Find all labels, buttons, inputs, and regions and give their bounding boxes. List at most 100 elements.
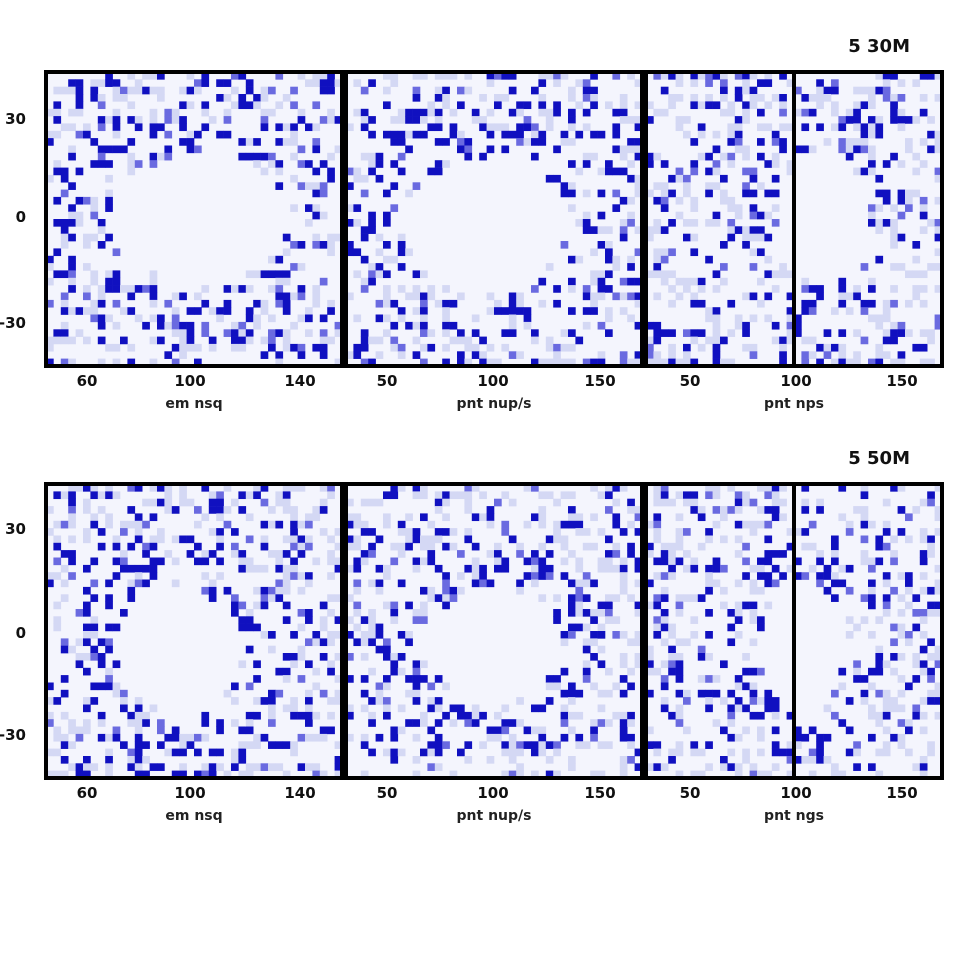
- heatmap-cell: [479, 123, 487, 132]
- heatmap-cell: [646, 343, 654, 352]
- heatmap-cell: [105, 491, 113, 500]
- heatmap-cell: [75, 86, 84, 95]
- heatmap-cell: [290, 86, 298, 95]
- heatmap-cell: [127, 711, 136, 720]
- heatmap-cell: [890, 667, 898, 676]
- heatmap-cell: [568, 358, 576, 367]
- heatmap-cell: [420, 299, 428, 308]
- heatmap-cell: [771, 726, 780, 735]
- heatmap-cell: [845, 358, 854, 367]
- heatmap-cell: [646, 645, 654, 654]
- heatmap-cell: [627, 733, 635, 742]
- heatmap-cell: [171, 770, 180, 779]
- heatmap-cell: [749, 248, 758, 257]
- heatmap-cell: [553, 285, 561, 293]
- heatmap-cell: [831, 542, 839, 551]
- heatmap-cell: [653, 484, 662, 492]
- heatmap-cell: [757, 520, 765, 529]
- heatmap-cell: [757, 277, 765, 286]
- heatmap-cell: [83, 233, 91, 242]
- heatmap-cell: [253, 152, 261, 161]
- heatmap-cell: [186, 145, 195, 154]
- heatmap-cell: [245, 616, 254, 624]
- heatmap-cell: [575, 255, 584, 264]
- heatmap-cell: [801, 528, 810, 536]
- heatmap-cell: [919, 550, 928, 558]
- heatmap-cell: [360, 116, 369, 124]
- heatmap-cell: [553, 682, 561, 691]
- heatmap-cell: [553, 358, 561, 367]
- heatmap-cell: [627, 263, 635, 271]
- heatmap-cell: [471, 314, 480, 323]
- heatmap-cell: [786, 770, 795, 779]
- heatmap-cell: [683, 638, 691, 647]
- heatmap-cell: [127, 101, 136, 110]
- heatmap-cell: [786, 160, 795, 168]
- heatmap-cell: [412, 733, 421, 742]
- heatmap-cell: [660, 255, 669, 264]
- heatmap-cell: [245, 513, 254, 522]
- heatmap-cell: [712, 689, 721, 698]
- heatmap-cell: [442, 528, 450, 536]
- heatmap-cell: [353, 535, 362, 544]
- heatmap-cell: [305, 160, 313, 168]
- heatmap-cell: [912, 189, 921, 198]
- heatmap-cell: [794, 145, 802, 154]
- heatmap-cell: [912, 506, 921, 514]
- heatmap-cell: [712, 564, 721, 573]
- heatmap-cell: [597, 564, 606, 573]
- heatmap-cell: [353, 520, 362, 529]
- heatmap-cell: [897, 358, 906, 367]
- heatmap-cell: [605, 248, 613, 257]
- heatmap-cell: [882, 299, 891, 308]
- x-axis-label: pnt nup/s: [457, 396, 532, 412]
- heatmap-cell: [268, 255, 276, 264]
- heatmap-cell: [305, 79, 313, 87]
- heatmap-cell: [690, 770, 699, 779]
- heatmap-cell: [742, 601, 750, 610]
- heatmap-cell: [897, 321, 906, 330]
- heatmap-cell: [501, 307, 510, 315]
- heatmap-cell: [297, 653, 306, 661]
- heatmap-cell: [105, 733, 113, 742]
- heatmap-cell: [757, 748, 765, 757]
- heatmap-cell: [690, 616, 699, 624]
- heatmap-cell: [442, 711, 450, 720]
- heatmap-cell: [97, 314, 106, 323]
- heatmap-cell: [83, 123, 91, 132]
- heatmap-cell: [575, 167, 584, 176]
- heatmap-cell: [919, 211, 928, 220]
- heatmap-cell: [353, 579, 362, 588]
- heatmap-cell: [757, 697, 765, 705]
- heatmap-cell: [727, 623, 736, 632]
- heatmap-cell: [427, 550, 436, 558]
- heatmap-cell: [105, 145, 113, 154]
- heatmap-cell: [127, 152, 136, 161]
- heatmap-cell: [568, 689, 576, 698]
- heatmap-cell: [771, 321, 780, 330]
- heatmap-cell: [653, 616, 662, 624]
- heatmap-cell: [105, 579, 113, 588]
- heatmap-cell: [412, 719, 421, 727]
- heatmap-cell: [223, 130, 232, 139]
- heatmap-cell: [612, 255, 621, 264]
- heatmap-cell: [434, 741, 443, 749]
- heatmap-cell: [845, 138, 854, 146]
- heatmap-cell: [312, 211, 321, 220]
- heatmap-cell: [646, 653, 654, 661]
- heatmap-cell: [245, 719, 254, 727]
- heatmap-cell: [179, 484, 187, 492]
- heatmap-cell: [838, 116, 847, 124]
- heatmap-cell: [712, 285, 721, 293]
- heatmap-cell: [412, 535, 421, 544]
- heatmap-cell: [105, 72, 113, 80]
- heatmap-cell: [390, 653, 399, 661]
- heatmap-cell: [860, 86, 869, 95]
- heatmap-cell: [560, 667, 569, 676]
- heatmap-cell: [675, 770, 684, 779]
- heatmap-cell: [397, 314, 406, 323]
- heatmap-cell: [434, 498, 443, 507]
- heatmap-cell: [223, 506, 232, 514]
- heatmap-cell: [83, 263, 91, 271]
- heatmap-cell: [538, 130, 547, 139]
